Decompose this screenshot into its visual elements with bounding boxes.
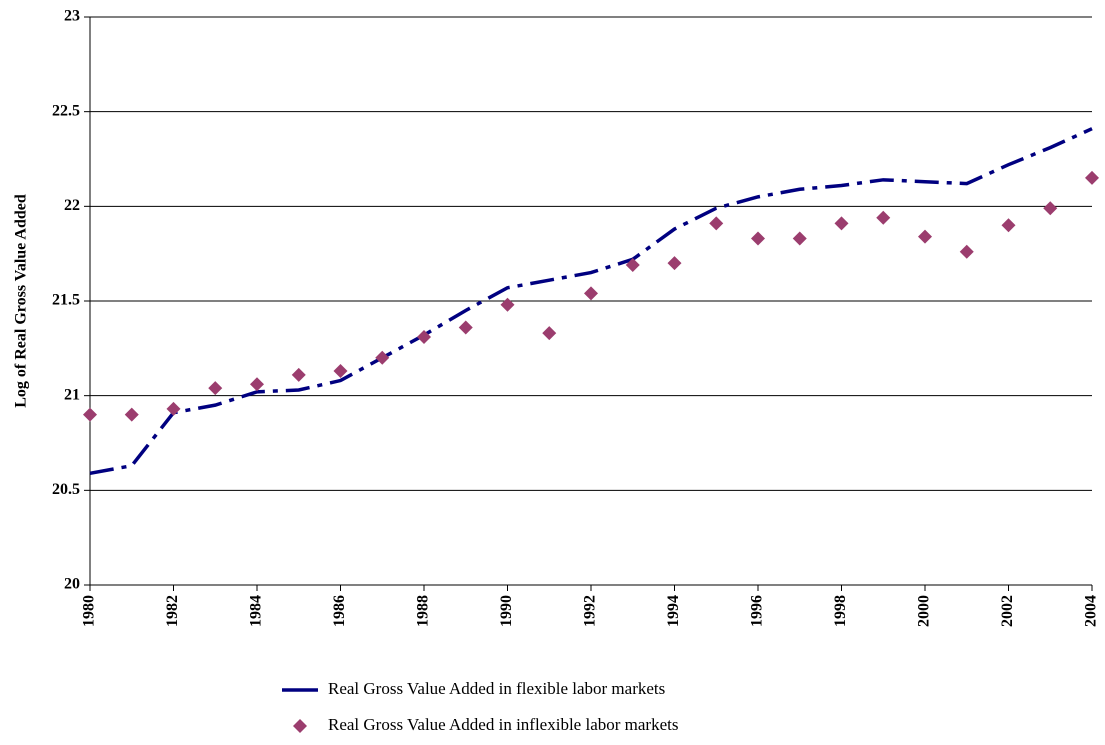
scatter-point <box>375 350 390 365</box>
scatter-point <box>834 216 849 231</box>
scatter-point <box>291 367 306 382</box>
series-line <box>89 127 1093 476</box>
y-tick-label: 21.5 <box>52 292 80 309</box>
legend-label: Real Gross Value Added in flexible labor… <box>328 679 665 698</box>
scatter-point <box>500 297 515 312</box>
legend-marker <box>293 719 307 733</box>
scatter-point <box>458 320 473 335</box>
scatter-point <box>208 381 223 396</box>
x-tick-label: 1998 <box>832 595 849 627</box>
scatter-point <box>1001 218 1016 233</box>
scatter-point <box>918 229 932 244</box>
scatter-point <box>959 244 974 259</box>
y-tick-label: 23 <box>64 8 80 25</box>
scatter-point <box>250 377 264 392</box>
x-tick-label: 2004 <box>1083 595 1100 627</box>
x-tick-label: 1994 <box>665 595 682 627</box>
x-tick-label: 1980 <box>81 595 98 627</box>
x-tick-label: 1988 <box>415 595 432 627</box>
scatter-point <box>709 216 724 231</box>
scatter-point <box>667 256 682 271</box>
x-tick-label: 1992 <box>582 595 599 627</box>
scatter-point <box>542 326 557 341</box>
scatter-point <box>584 286 598 301</box>
x-tick-label: 2002 <box>999 595 1016 627</box>
scatter-point <box>124 407 139 422</box>
scatter-point <box>876 210 891 225</box>
scatter-point <box>1043 201 1058 216</box>
scatter-point <box>417 329 431 344</box>
y-tick-label: 21 <box>64 386 80 403</box>
scatter-point <box>333 364 348 379</box>
x-tick-label: 1996 <box>749 595 766 627</box>
y-tick-label: 20.5 <box>52 481 80 498</box>
scatter-point <box>625 258 640 273</box>
scatter-point <box>83 407 97 422</box>
scatter-point <box>166 401 181 416</box>
x-tick-label: 1990 <box>498 595 515 627</box>
scatter-point <box>751 231 765 246</box>
x-tick-label: 2000 <box>916 595 933 627</box>
scatter-point <box>792 231 807 246</box>
y-axis-label: Log of Real Gross Value Added <box>13 194 30 408</box>
legend-label: Real Gross Value Added in inflexible lab… <box>328 715 678 734</box>
y-tick-label: 22 <box>64 197 80 214</box>
y-tick-label: 20 <box>64 576 80 593</box>
x-tick-label: 1982 <box>164 595 181 627</box>
scatter-point <box>1085 170 1099 185</box>
x-tick-label: 1986 <box>331 595 348 627</box>
y-tick-label: 22.5 <box>52 102 80 119</box>
x-tick-label: 1984 <box>248 595 265 627</box>
